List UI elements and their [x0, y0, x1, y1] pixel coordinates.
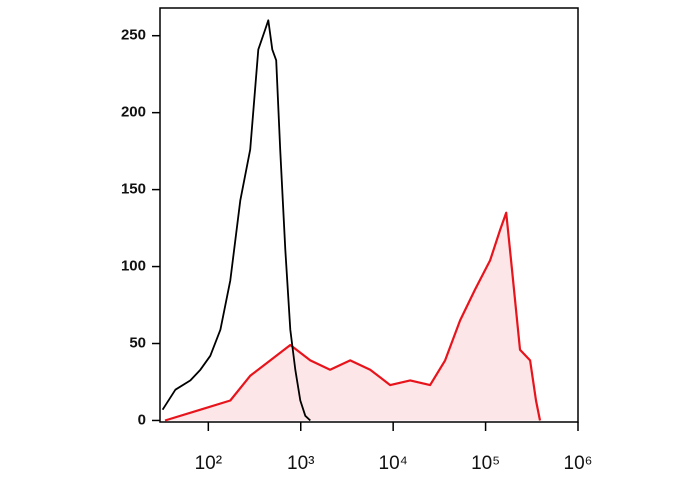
y-tick-label: 250 — [121, 27, 146, 44]
y-tick-label: 100 — [121, 258, 146, 275]
x-tick-label: 10⁴ — [379, 453, 408, 474]
series-line — [164, 211, 542, 422]
series-area — [165, 212, 541, 421]
y-tick-label: 50 — [129, 334, 146, 351]
y-tick-label: 150 — [121, 181, 146, 198]
x-tick-label: 10³ — [287, 453, 314, 474]
x-tick-label: 10⁶ — [564, 453, 593, 474]
y-tick-label: 0 — [138, 411, 146, 428]
x-tick-label: 10² — [195, 453, 222, 474]
x-tick-label: 10⁵ — [471, 453, 500, 474]
series-line — [161, 19, 311, 422]
y-tick-label: 200 — [121, 104, 146, 121]
plot-frame — [159, 7, 579, 423]
